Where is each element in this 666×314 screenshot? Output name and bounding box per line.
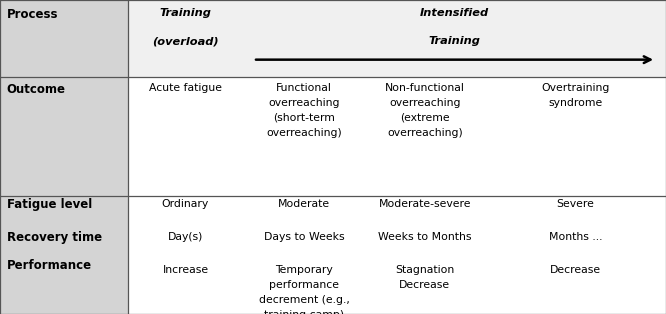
Text: Process: Process: [7, 8, 58, 21]
Text: Severe: Severe: [557, 199, 594, 209]
Text: Fatigue level: Fatigue level: [7, 198, 92, 211]
Text: Day(s): Day(s): [168, 232, 203, 242]
Text: Weeks to Months: Weeks to Months: [378, 232, 472, 242]
Text: Outcome: Outcome: [7, 83, 66, 96]
Bar: [0, 77, 128, 196]
Text: Moderate-severe: Moderate-severe: [379, 199, 471, 209]
Text: Non-functional
overreaching
(extreme
overreaching): Non-functional overreaching (extreme ove…: [385, 83, 465, 138]
Text: Functional
overreaching
(short-term
overreaching): Functional overreaching (short-term over…: [266, 83, 342, 138]
Text: Stagnation
Decrease: Stagnation Decrease: [396, 265, 454, 290]
Bar: [0, 196, 128, 314]
Text: Intensified: Intensified: [420, 8, 489, 18]
Text: Increase: Increase: [163, 265, 208, 275]
Text: Overtraining
syndrome: Overtraining syndrome: [541, 83, 609, 108]
Text: Training: Training: [160, 8, 211, 18]
Text: Moderate: Moderate: [278, 199, 330, 209]
Text: Temporary
performance
decrement (e.g.,
training camp): Temporary performance decrement (e.g., t…: [258, 265, 350, 314]
Text: Decrease: Decrease: [550, 265, 601, 275]
Bar: [128, 196, 666, 314]
Bar: [128, 77, 666, 196]
Text: Months ...: Months ...: [549, 232, 602, 242]
Text: Acute fatigue: Acute fatigue: [149, 83, 222, 93]
Bar: [128, 0, 666, 77]
Text: Recovery time: Recovery time: [7, 230, 102, 244]
Text: Training: Training: [429, 36, 480, 46]
Text: (overload): (overload): [152, 36, 219, 46]
Text: Days to Weeks: Days to Weeks: [264, 232, 344, 242]
Bar: [0, 0, 128, 77]
Text: Ordinary: Ordinary: [162, 199, 209, 209]
Text: Performance: Performance: [7, 259, 92, 272]
